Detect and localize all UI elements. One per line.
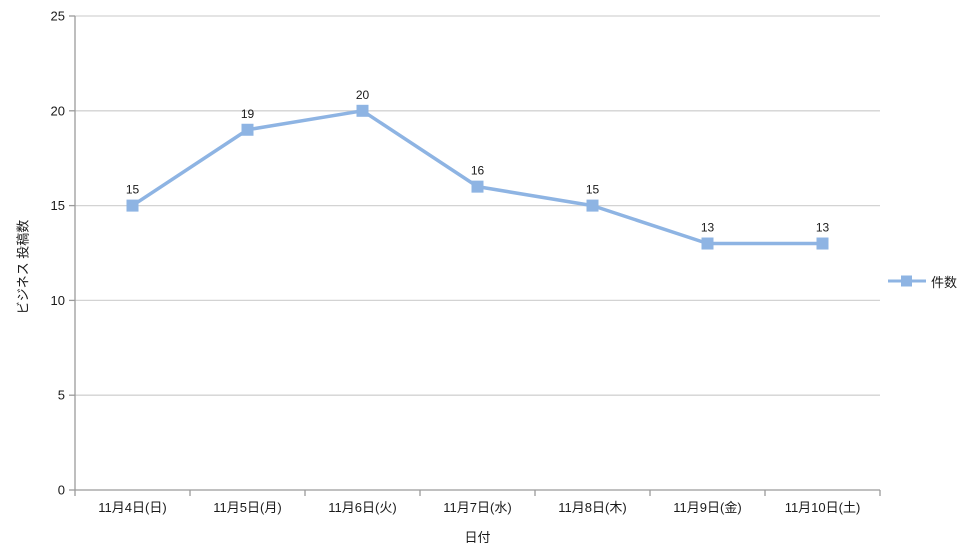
- x-tick-label: 11月8日(木): [558, 500, 626, 515]
- x-tick-label: 11月7日(水): [443, 500, 511, 515]
- data-point-marker: [471, 180, 484, 193]
- x-tick-label: 11月5日(月): [213, 500, 281, 515]
- data-point-label: 20: [356, 88, 370, 102]
- legend-marker-shape: [901, 275, 912, 287]
- data-point-marker: [126, 199, 139, 212]
- x-tick-label: 11月10日(土): [785, 500, 861, 515]
- x-axis-title: 日付: [464, 530, 491, 545]
- x-tick-label: 11月6日(火): [328, 500, 396, 515]
- legend-line-marker-icon: [888, 275, 926, 287]
- data-point-marker: [241, 123, 254, 136]
- y-tick-label: 10: [51, 293, 65, 308]
- data-point-label: 13: [816, 221, 830, 235]
- y-tick-label: 5: [58, 388, 65, 403]
- data-point-label: 15: [586, 183, 600, 197]
- data-point-label: 19: [241, 107, 255, 121]
- y-axis-title: ビジネス 投稿数: [15, 219, 31, 315]
- y-tick-label: 20: [51, 103, 65, 118]
- y-tick-label: 25: [51, 9, 65, 24]
- data-point-label: 13: [701, 221, 715, 235]
- data-point-marker: [701, 237, 714, 250]
- legend: 件数: [886, 272, 957, 290]
- data-point-marker: [356, 104, 369, 117]
- data-point-marker: [586, 199, 599, 212]
- x-tick-label: 11月4日(日): [98, 500, 166, 515]
- legend-series-label: 件数: [931, 274, 958, 290]
- data-point-label: 16: [471, 164, 485, 178]
- y-tick-label: 0: [58, 483, 65, 498]
- y-tick-label: 15: [51, 198, 65, 213]
- x-tick-label: 11月9日(金): [673, 500, 741, 515]
- data-point-label: 15: [126, 183, 140, 197]
- data-point-marker: [816, 237, 829, 250]
